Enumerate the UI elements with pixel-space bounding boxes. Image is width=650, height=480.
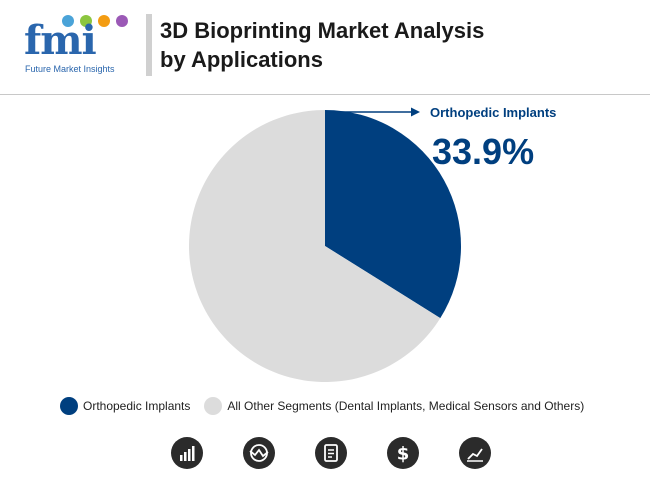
legend: Orthopedic Implants All Other Segments (… — [60, 397, 598, 415]
annotation-label: Orthopedic Implants — [430, 105, 556, 120]
legend-item-orthopedic: Orthopedic Implants — [60, 397, 190, 415]
title-line-2: by Applications — [160, 47, 323, 72]
bar-chart-icon — [171, 437, 203, 469]
dollar-icon: $ — [387, 437, 419, 469]
line-chart-icon — [459, 437, 491, 469]
legend-label-others: All Other Segments (Dental Implants, Med… — [227, 399, 585, 413]
report-icon — [315, 437, 347, 469]
footer-icons: $ — [171, 437, 491, 469]
fmi-logo: fmi Future Market Insights — [24, 14, 136, 76]
legend-label-orthopedic: Orthopedic Implants — [83, 399, 191, 413]
header: fmi Future Market Insights 3D Bioprintin… — [0, 0, 650, 92]
header-rule — [0, 94, 650, 95]
legend-swatch-others — [204, 397, 223, 415]
title-line-1: 3D Bioprinting Market Analysis — [160, 18, 485, 43]
logo-text: fmi — [24, 17, 97, 64]
trend-globe-icon — [243, 437, 275, 469]
annotation-arrowhead — [411, 107, 420, 117]
title-divider — [146, 14, 152, 76]
pie-chart: Orthopedic Implants 33.9% — [188, 105, 556, 382]
annotation-value: 33.9% — [432, 131, 534, 172]
svg-text:$: $ — [397, 444, 410, 465]
legend-item-others: All Other Segments (Dental Implants, Med… — [204, 397, 584, 415]
page-title: 3D Bioprinting Market Analysis by Applic… — [160, 16, 580, 74]
logo-dots-icon — [62, 15, 128, 27]
pie-slice-orthopedic — [325, 110, 461, 319]
pie-slice-others — [188, 110, 441, 382]
legend-swatch-orthopedic — [60, 397, 78, 415]
logo-subtitle: Future Market Insights — [25, 64, 115, 74]
